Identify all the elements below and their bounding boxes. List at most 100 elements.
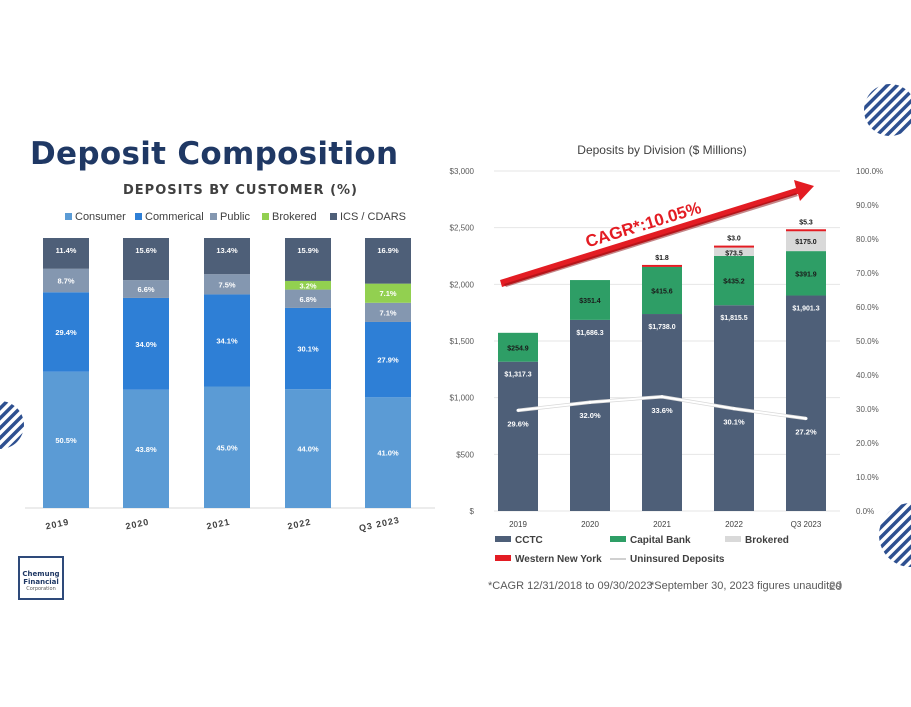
bar-public-2: [204, 274, 250, 295]
bar-western-new-york-4: [786, 229, 826, 232]
bar-western-new-york-2: [642, 264, 682, 267]
y-tick-1: $500: [456, 450, 474, 459]
cagr-arrow-shade: [504, 193, 798, 287]
uninsured-point-4: [804, 417, 808, 421]
y2-tick-5: 50.0%: [856, 337, 879, 346]
data-label-commercial-1: 34.0%: [135, 340, 157, 349]
division-chart-title: Deposits by Division ($ Millions): [577, 143, 746, 157]
bar-capital-bank-0: [498, 332, 538, 362]
footnote-cagr: *CAGR 12/31/2018 to 09/30/2023: [488, 580, 653, 592]
uninsured-point-2: [660, 395, 664, 399]
data-label-consumer-1: 43.8%: [135, 445, 157, 454]
bar-ics-cdars-1: [123, 238, 169, 281]
data-label-commercial-3: 30.1%: [297, 345, 319, 354]
y2-tick-6: 60.0%: [856, 303, 879, 312]
bar-commercial-4: [365, 321, 411, 398]
bar-commercial-2: [204, 294, 250, 387]
legend-swatch-brokered: [725, 536, 741, 542]
customer-deposit-chart: Consumer Commerical Public Brokered ICS / CD…: [25, 211, 435, 533]
data-label-commercial-2: 34.1%: [216, 336, 238, 345]
y-tick-5: $2,500: [450, 224, 475, 233]
data-label-cctc-3: $1,815.5: [720, 315, 747, 322]
legend-swatch-consumer: [65, 213, 72, 220]
data-label-ics-cdars-0: 11.4%: [56, 246, 77, 255]
y2-tick-7: 70.0%: [856, 269, 879, 278]
data-label-commercial-0: 29.4%: [55, 328, 77, 337]
data-label-capital-bank-3: $435.2: [723, 279, 745, 286]
bar-public-4: [365, 302, 411, 322]
division-deposit-chart: Deposits by Division ($ Millions) $ $500 $1…: [450, 143, 884, 565]
data-label-consumer-4: 41.0%: [377, 449, 399, 458]
legend-swatch-brokered: [262, 213, 269, 220]
bar-ics-cdars-0: [43, 238, 89, 269]
customer-chart-title: DEPOSITS BY CUSTOMER (%): [123, 183, 358, 198]
x-tick-4: Q3 2023: [358, 515, 401, 533]
uninsured-label-4: 27.2%: [795, 428, 817, 437]
bar-commercial-1: [123, 297, 169, 390]
y-tick-3: $1,500: [450, 337, 475, 346]
bar-cctc-4: [786, 295, 826, 511]
bar-capital-bank-3: [714, 255, 754, 306]
legend-label-ics-cdars: ICS / CDARS: [340, 211, 406, 223]
data-label-ics-cdars-4: 16.9%: [377, 246, 399, 255]
legend-swatch-cctc: [495, 536, 511, 542]
bar-consumer-0: [43, 371, 89, 508]
x-tick-0: 2019: [45, 517, 71, 532]
data-label-cctc-0: $1,317.3: [504, 372, 531, 379]
data-label-capital-bank-1: $351.4: [579, 298, 601, 305]
legend-label-uninsured: Uninsured Deposits: [630, 554, 725, 565]
data-label-capital-bank-2: $415.6: [651, 288, 673, 295]
x-tick-4: Q3 2023: [791, 520, 822, 529]
data-label-consumer-3: 44.0%: [297, 445, 319, 454]
page-number: 29: [829, 579, 843, 593]
legend-swatch-western-new-york: [495, 555, 511, 561]
x-tick-2: 2021: [206, 517, 232, 532]
y2-tick-1: 10.0%: [856, 473, 879, 482]
data-label-public-4: 7.1%: [379, 308, 396, 317]
y2-tick-8: 80.0%: [856, 235, 879, 244]
data-label-western-new-york-2: $1.8: [655, 255, 669, 262]
bar-cctc-0: [498, 361, 538, 511]
bar-public-3: [285, 289, 331, 308]
legend-label-consumer: Consumer: [75, 211, 126, 223]
x-tick-3: 2022: [725, 520, 743, 529]
uninsured-label-3: 30.1%: [723, 418, 745, 427]
legend-label-commercial: Commerical: [145, 211, 204, 223]
bar-capital-bank-2: [642, 266, 682, 315]
data-label-commercial-4: 27.9%: [377, 356, 399, 365]
stripe-circle-bottom-right: [879, 503, 911, 567]
bar-commercial-0: [43, 292, 89, 372]
logo-line-3: Corporation: [26, 586, 56, 592]
legend-label-capital-bank: Capital Bank: [630, 535, 691, 546]
data-label-capital-bank-4: $391.9: [795, 271, 817, 278]
legend-swatch-capital-bank: [610, 536, 626, 542]
data-label-brokered-3: 3.2%: [299, 281, 316, 290]
data-label-ics-cdars-1: 15.6%: [135, 246, 157, 255]
y2-tick-10: 100.0%: [856, 167, 883, 176]
data-label-cctc-2: $1,738.0: [648, 324, 675, 331]
data-label-capital-bank-0: $254.9: [507, 345, 529, 352]
cagr-arrow: [500, 180, 814, 287]
bar-ics-cdars-4: [365, 238, 411, 284]
bar-public-1: [123, 280, 169, 298]
data-label-cctc-4: $1,901.3: [792, 306, 819, 313]
page-title: Deposit Composition: [30, 136, 399, 172]
data-label-western-new-york-4: $5.3: [799, 219, 813, 226]
y2-tick-3: 30.0%: [856, 405, 879, 414]
bar-consumer-2: [204, 386, 250, 508]
x-tick-2: 2021: [653, 520, 671, 529]
bar-commercial-3: [285, 307, 331, 390]
data-label-ics-cdars-2: 13.4%: [216, 246, 238, 255]
data-label-western-new-york-3: $3.0: [727, 236, 741, 243]
uninsured-label-2: 33.6%: [651, 406, 673, 415]
data-label-public-0: 8.7%: [57, 277, 74, 286]
bar-brokered-4: [786, 231, 826, 252]
bar-consumer-4: [365, 397, 411, 508]
data-label-public-2: 7.5%: [218, 280, 235, 289]
bar-western-new-york-3: [714, 245, 754, 248]
legend-swatch-ics-cdars: [330, 213, 337, 220]
y-tick-0: $: [470, 507, 475, 516]
bar-capital-bank-4: [786, 251, 826, 296]
footnote-unaudited: *September 30, 2023 figures unaudited: [650, 580, 842, 592]
